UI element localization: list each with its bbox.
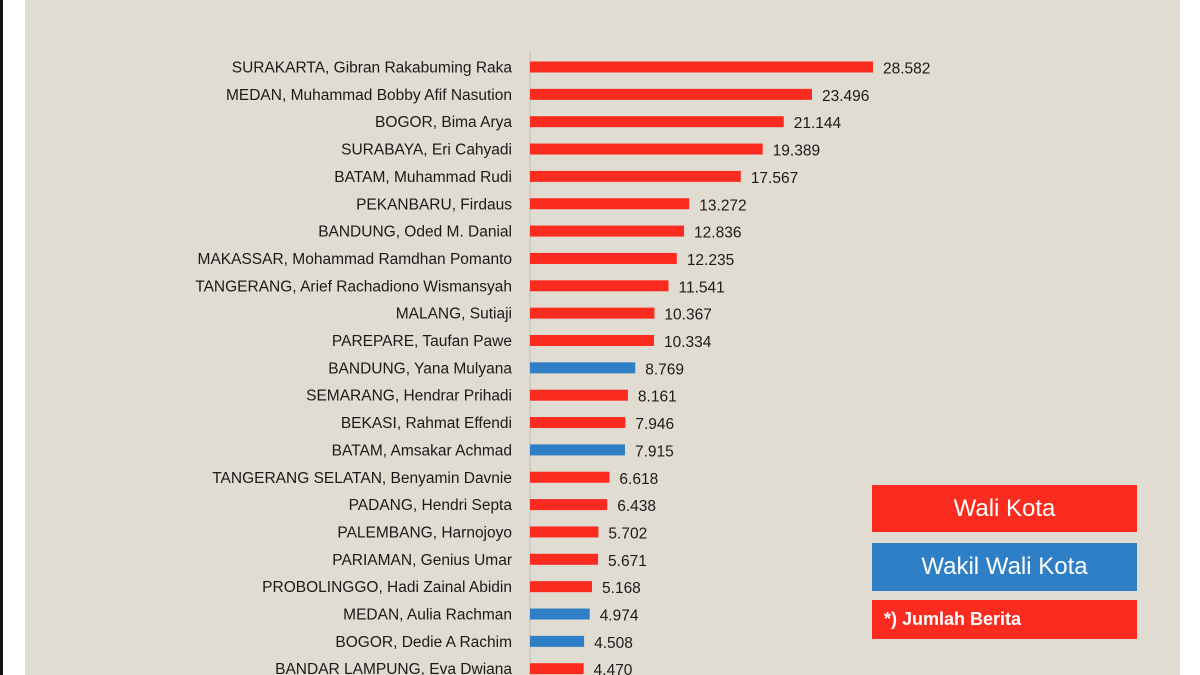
value-label: 5.702 — [608, 525, 647, 542]
category-label: PAREPARE, Taufan Pawe — [332, 333, 512, 350]
value-label: 23.496 — [822, 88, 869, 105]
bar — [530, 444, 625, 456]
bar — [530, 143, 763, 155]
value-label: 4.974 — [600, 608, 639, 625]
value-label: 19.389 — [773, 143, 820, 160]
bar — [530, 61, 873, 73]
category-label: SURAKARTA, Gibran Rakabuming Raka — [232, 60, 513, 77]
value-label: 28.582 — [883, 61, 930, 78]
legend-wakil-wali-kota: Wakil Wali Kota — [872, 543, 1137, 591]
bar — [530, 581, 593, 593]
bar — [530, 608, 590, 620]
bar — [530, 88, 812, 100]
left-border — [0, 0, 3, 675]
value-label: 10.367 — [664, 307, 711, 324]
value-label: 5.671 — [608, 553, 647, 570]
value-label: 13.272 — [699, 197, 746, 214]
category-label: MAKASSAR, Mohammad Ramdhan Pomanto — [198, 251, 512, 268]
category-label: PALEMBANG, Harnojoyo — [337, 524, 512, 541]
value-label: 21.144 — [794, 115, 842, 132]
bar — [530, 307, 655, 319]
bar — [530, 280, 669, 292]
category-label: MALANG, Sutiaji — [396, 306, 512, 323]
category-label: PROBOLINGGO, Hadi Zainal Abidin — [262, 579, 512, 596]
bar — [530, 225, 685, 237]
bar — [530, 170, 741, 182]
category-label: TANGERANG, Arief Rachadiono Wismansyah — [195, 278, 512, 295]
value-label: 4.470 — [594, 662, 633, 675]
bar — [530, 389, 628, 401]
value-label: 5.168 — [602, 580, 641, 597]
category-label: MEDAN, Muhammad Bobby Afif Nasution — [226, 87, 512, 104]
bar — [530, 635, 585, 647]
category-label: BANDUNG, Oded M. Danial — [318, 224, 512, 241]
value-label: 7.946 — [635, 416, 674, 433]
value-label: 17.567 — [751, 170, 798, 187]
bar — [530, 499, 608, 511]
category-label: BATAM, Muhammad Rudi — [334, 169, 512, 186]
category-label: PARIAMAN, Genius Umar — [332, 552, 512, 569]
value-label: 11.541 — [678, 279, 724, 296]
value-label: 8.769 — [645, 361, 684, 378]
category-label: TANGERANG SELATAN, Benyamin Davnie — [212, 470, 512, 487]
bar — [530, 362, 636, 374]
category-label: BOGOR, Bima Arya — [375, 114, 512, 131]
bar — [530, 553, 599, 565]
bar — [530, 252, 677, 264]
category-label: BEKASI, Rahmat Effendi — [341, 415, 512, 432]
category-label: BATAM, Amsakar Achmad — [332, 442, 512, 459]
bar — [530, 526, 599, 538]
category-label: BANDUNG, Yana Mulyana — [328, 360, 512, 377]
note-text: *) Jumlah Berita — [884, 609, 1022, 629]
value-label: 4.508 — [594, 635, 633, 652]
value-label: 12.235 — [687, 252, 734, 269]
value-label: 10.334 — [664, 334, 712, 351]
value-label: 7.915 — [635, 443, 674, 460]
value-label: 6.438 — [617, 498, 656, 515]
bar — [530, 471, 610, 483]
category-label: SURABAYA, Eri Cahyadi — [341, 142, 512, 159]
legend-label: Wakil Wali Kota — [921, 553, 1088, 580]
value-label: 6.618 — [619, 471, 658, 488]
category-label: BOGOR, Dedie A Rachim — [335, 634, 512, 651]
note-jumlah-berita: *) Jumlah Berita — [872, 600, 1137, 639]
legend-wali-kota: Wali Kota — [872, 485, 1137, 532]
legend-label: Wali Kota — [953, 494, 1056, 522]
value-label: 8.161 — [638, 389, 677, 406]
bar — [530, 663, 584, 675]
bar — [530, 198, 690, 210]
bar — [530, 417, 626, 429]
category-label: BANDAR LAMPUNG, Eva Dwiana — [275, 661, 512, 675]
category-label: SEMARANG, Hendrar Prihadi — [306, 388, 512, 405]
category-label: MEDAN, Aulia Rachman — [343, 607, 512, 624]
bar — [530, 335, 655, 346]
category-label: PADANG, Hendri Septa — [349, 497, 513, 514]
bar — [530, 116, 784, 128]
category-label: PEKANBARU, Firdaus — [356, 196, 512, 213]
value-label: 12.836 — [694, 225, 741, 242]
